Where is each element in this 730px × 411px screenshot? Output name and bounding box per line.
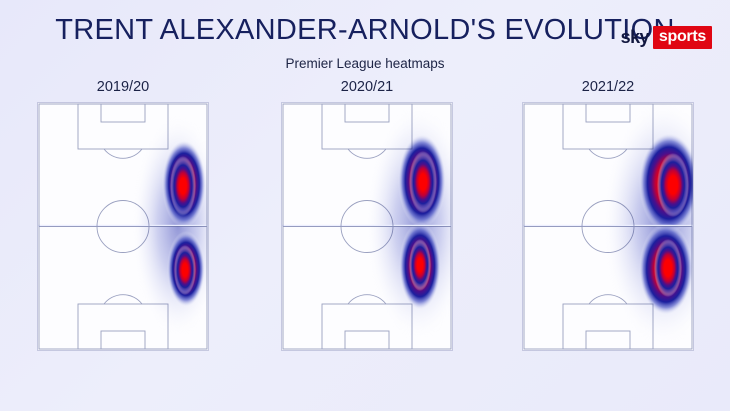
- heatmap-panel-2021-22: 2021/22: [523, 78, 693, 350]
- heatmap-panel-2019-20: 2019/20: [38, 78, 208, 350]
- pitch-2: [282, 103, 452, 350]
- season-label-1: 2019/20: [96, 79, 150, 95]
- pitch-3: [523, 103, 693, 350]
- heatmap-layer-3: [523, 103, 693, 347]
- sports-wordmark: sports: [652, 25, 712, 49]
- heatmap-panel-group: 2019/20: [0, 78, 730, 368]
- pitch-1: [38, 103, 208, 350]
- page-title: TRENT ALEXANDER-ARNOLD'S EVOLUTION: [55, 14, 675, 46]
- heatmap-layer-2: [282, 105, 452, 341]
- season-label-3: 2021/22: [581, 79, 635, 95]
- sky-sports-logo: sky sports: [620, 25, 712, 49]
- page-subtitle: Premier League heatmaps: [285, 56, 445, 71]
- sky-wordmark: sky: [620, 27, 650, 47]
- heatmap-panel-2020-21: 2020/21: [282, 78, 452, 350]
- heatmap-layer-1: [38, 114, 208, 338]
- season-label-2: 2020/21: [340, 79, 394, 95]
